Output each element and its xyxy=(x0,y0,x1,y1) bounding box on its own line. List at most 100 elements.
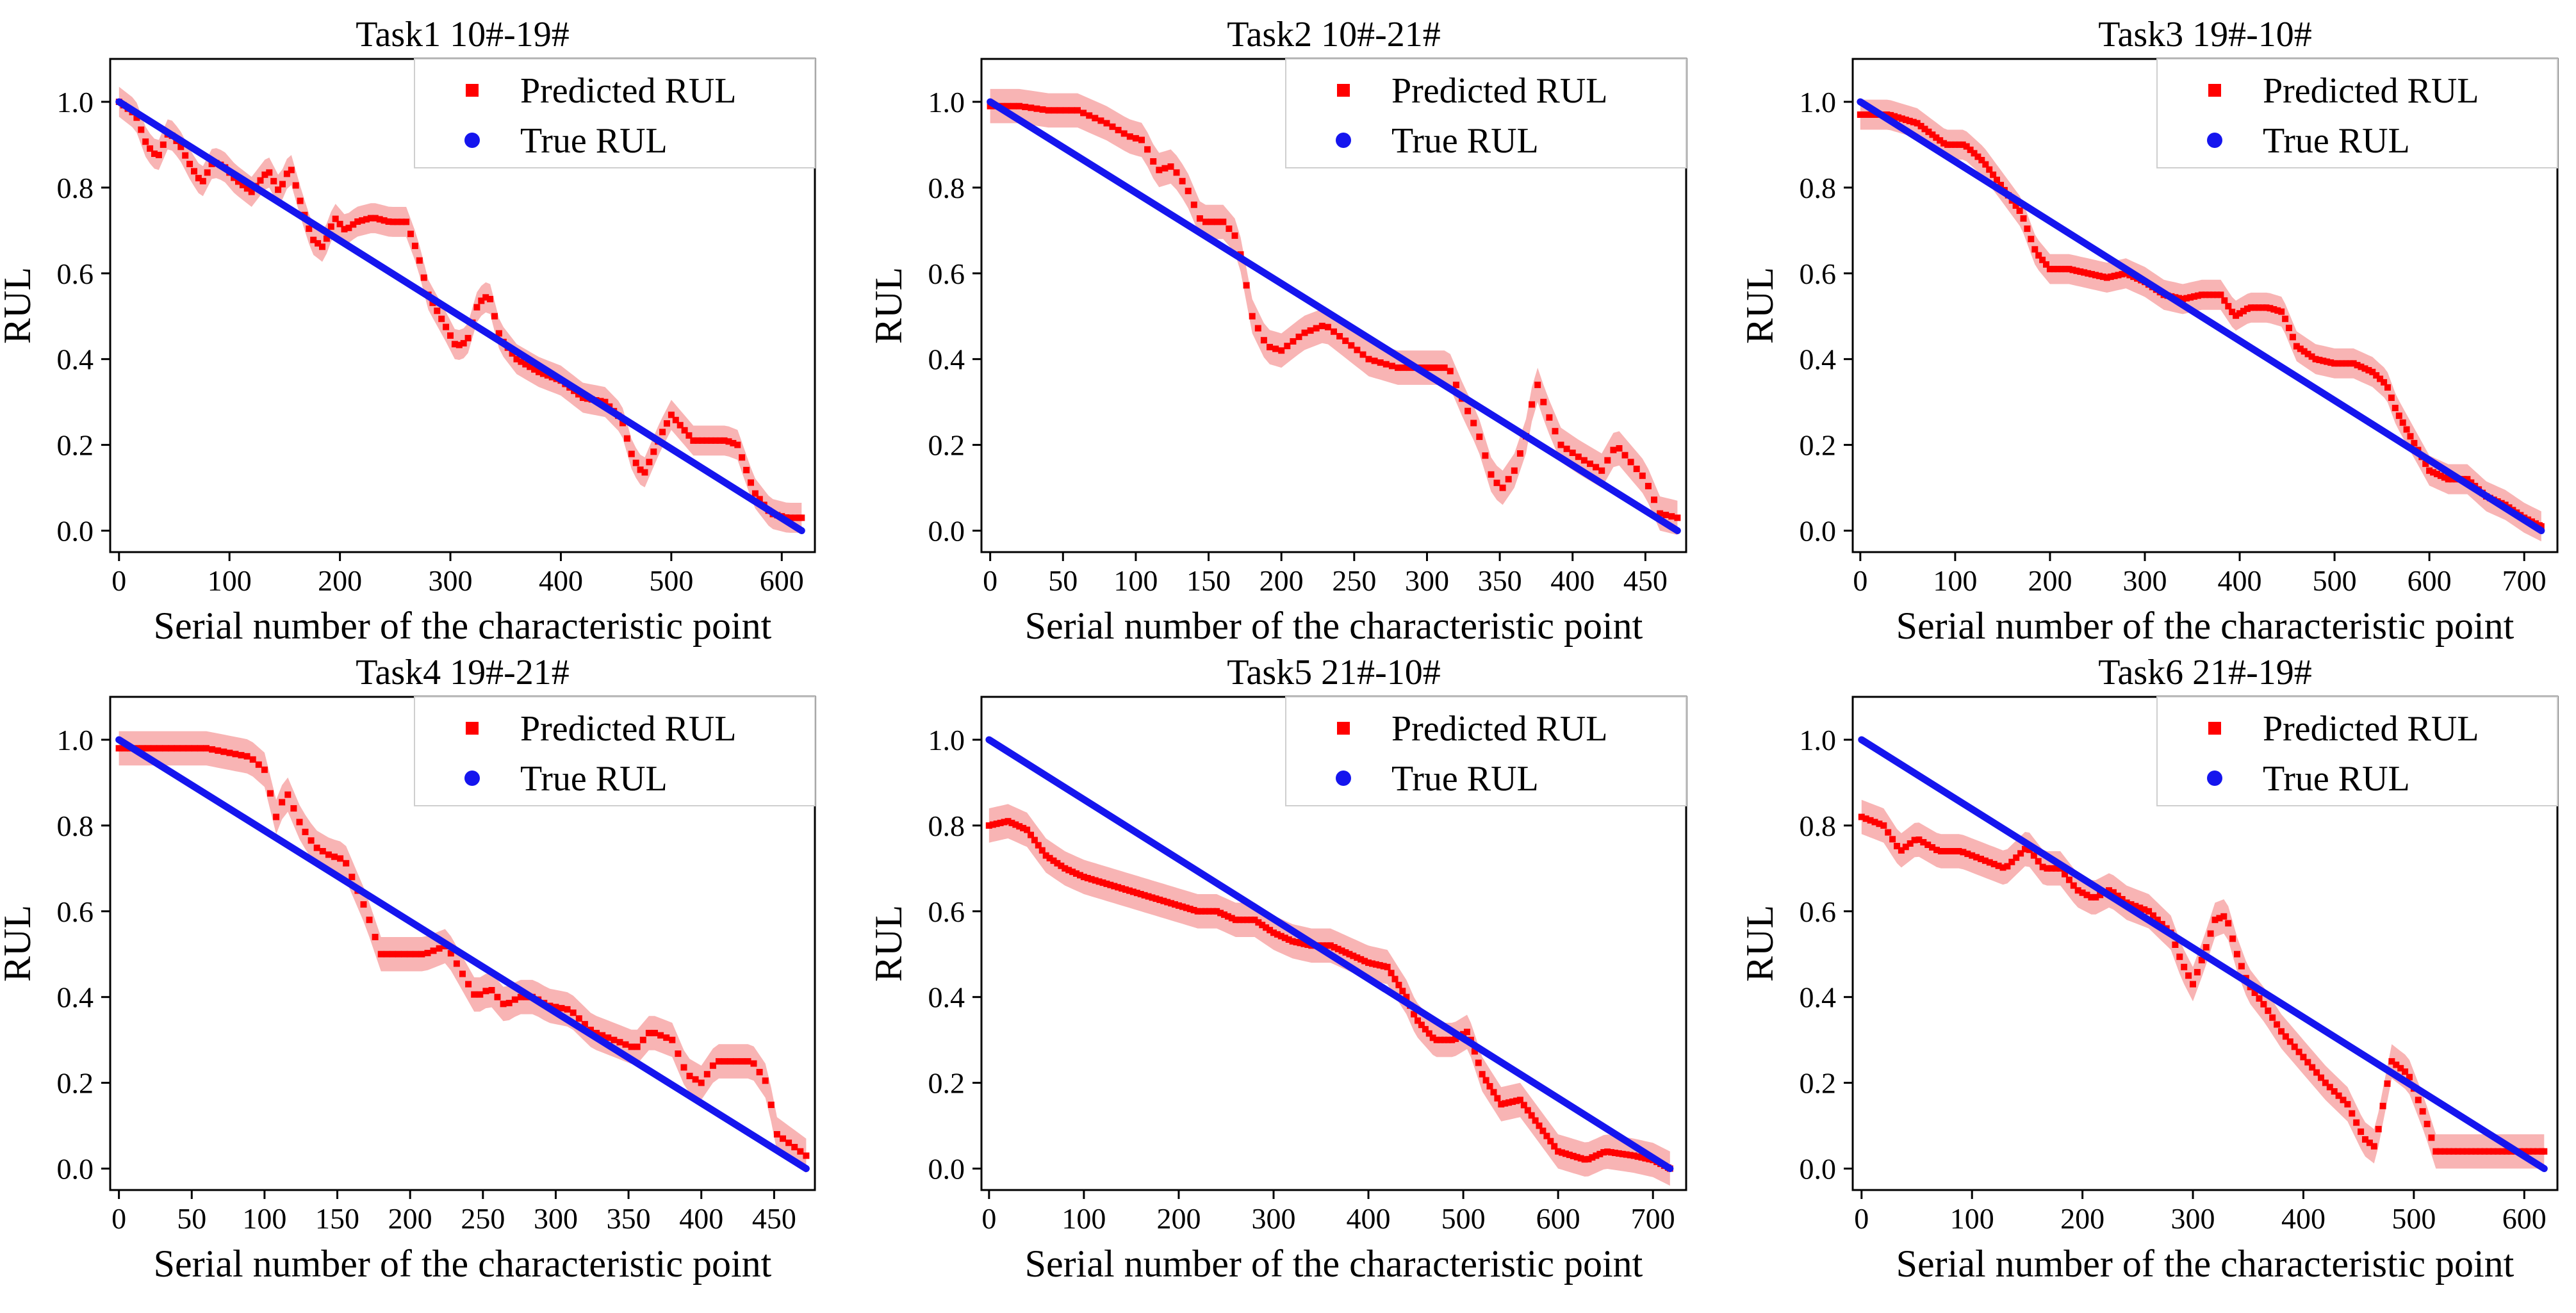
predicted-rul-point xyxy=(1529,401,1536,408)
predicted-rul-point xyxy=(2054,266,2061,273)
predicted-rul-point xyxy=(2062,870,2068,877)
predicted-rul-point xyxy=(2437,1148,2444,1155)
predicted-rul-point xyxy=(1324,323,1331,330)
predicted-rul-point xyxy=(2419,1108,2426,1115)
y-tick-label: 0.4 xyxy=(928,981,965,1014)
predicted-rul-point xyxy=(2026,846,2033,853)
predicted-rul-point xyxy=(2217,291,2224,298)
predicted-rul-point xyxy=(465,981,472,988)
predicted-rul-point xyxy=(372,215,379,222)
predicted-rul-point xyxy=(1563,1150,1569,1157)
predicted-rul-point xyxy=(734,441,741,448)
x-axis-label: Serial number of the characteristic poin… xyxy=(1896,605,2514,647)
predicted-rul-point xyxy=(2295,1048,2302,1056)
predicted-rul-point xyxy=(712,437,719,444)
predicted-rul-point xyxy=(2446,1148,2452,1155)
predicted-rul-point xyxy=(1111,883,1118,890)
predicted-rul-point xyxy=(1476,433,1483,440)
predicted-rul-point xyxy=(1651,496,1657,503)
predicted-rul-point xyxy=(1971,150,1978,157)
predicted-rul-point xyxy=(716,1058,722,1065)
predicted-rul-point xyxy=(1137,891,1144,897)
x-tick-label: 100 xyxy=(208,564,252,597)
predicted-rul-point xyxy=(1179,177,1186,184)
predicted-rul-point xyxy=(2247,304,2254,311)
predicted-rul-point xyxy=(623,435,630,442)
predicted-rul-point xyxy=(1520,1102,1527,1109)
predicted-rul-point xyxy=(650,448,657,455)
predicted-rul-point xyxy=(1990,861,1998,868)
predicted-rul-point xyxy=(2062,266,2069,273)
predicted-rul-point xyxy=(2137,904,2144,911)
predicted-rul-point xyxy=(2541,1148,2548,1155)
predicted-rul-point xyxy=(2349,1110,2356,1117)
predicted-rul-point xyxy=(1505,1099,1513,1106)
x-tick-label: 500 xyxy=(1441,1202,1486,1235)
predicted-rul-point xyxy=(1039,106,1046,113)
predicted-rul-point xyxy=(2172,942,2179,948)
predicted-rul-point xyxy=(1482,452,1489,459)
y-tick-label: 1.0 xyxy=(928,86,965,118)
predicted-rul-point xyxy=(1320,942,1326,949)
predicted-rul-point xyxy=(1365,959,1372,966)
predicted-rul-point xyxy=(1616,445,1623,452)
predicted-rul-point xyxy=(2304,1059,2311,1066)
predicted-rul-point xyxy=(1038,847,1046,854)
legend: Predicted RUL True RUL xyxy=(1285,58,1687,168)
predicted-rul-point xyxy=(2318,1074,2324,1081)
predicted-rul-point xyxy=(1046,854,1053,861)
predicted-rul-point xyxy=(2206,291,2213,298)
predicted-rul-point xyxy=(325,851,332,858)
predicted-rul-point xyxy=(1318,322,1325,329)
predicted-rul-point xyxy=(2114,892,2121,899)
predicted-rul-point xyxy=(1475,1059,1482,1066)
predicted-rul-point xyxy=(323,235,330,242)
predicted-rul-point xyxy=(2024,225,2031,232)
predicted-rul-point xyxy=(2240,307,2247,314)
predicted-rul-point xyxy=(1982,161,1989,168)
predicted-rul-point xyxy=(1033,105,1040,112)
predicted-rul-point xyxy=(2096,272,2103,279)
chart-panel-5: Task5 21#-10# 0 100 200 300 400 500 600 700 0.0 0.… xyxy=(867,653,1687,1285)
predicted-rul-point xyxy=(1973,854,1980,861)
predicted-rul-point xyxy=(664,420,670,427)
predicted-rul-point xyxy=(204,169,211,176)
predicted-rul-point xyxy=(2490,1148,2497,1155)
predicted-rul-point xyxy=(2035,858,2042,865)
predicted-rul-point xyxy=(1871,819,1878,826)
predicted-rul-point xyxy=(1249,313,1256,320)
predicted-rul-point xyxy=(1145,893,1152,900)
predicted-rul-point xyxy=(2004,863,2011,870)
predicted-rul-point xyxy=(121,745,128,752)
predicted-rul-point xyxy=(1505,476,1512,483)
predicted-rul-point xyxy=(536,368,542,375)
predicted-rul-point xyxy=(727,1058,734,1065)
predicted-rul-point xyxy=(1969,852,1976,859)
predicted-rul-point xyxy=(581,1021,588,1028)
predicted-rul-point xyxy=(1126,887,1133,894)
predicted-rul-point xyxy=(1161,165,1169,172)
predicted-rul-point xyxy=(1365,355,1372,363)
predicted-rul-point xyxy=(1608,1149,1614,1156)
x-tick-label: 100 xyxy=(1950,1202,1994,1235)
predicted-rul-point xyxy=(1247,917,1254,924)
predicted-rul-point xyxy=(1016,102,1023,110)
predicted-rul-point xyxy=(1097,117,1104,124)
predicted-rul-point xyxy=(2379,1102,2386,1109)
predicted-rul-point xyxy=(2274,307,2281,314)
predicted-rul-point xyxy=(1942,848,1949,854)
predicted-rul-point xyxy=(1369,960,1375,967)
predicted-rul-point xyxy=(1020,824,1027,831)
predicted-rul-point xyxy=(1464,407,1472,414)
predicted-rul-point xyxy=(232,751,239,758)
predicted-rul-point xyxy=(2073,267,2080,274)
predicted-rul-point xyxy=(1272,345,1279,352)
predicted-rul-point xyxy=(1069,869,1076,876)
predicted-rul-point xyxy=(703,1071,710,1078)
x-axis-label: Serial number of the characteristic poin… xyxy=(154,605,772,647)
predicted-rul-point xyxy=(182,152,189,159)
predicted-rul-point xyxy=(447,332,454,339)
legend-true-marker xyxy=(464,133,480,148)
predicted-rul-point xyxy=(2194,968,2201,975)
predicted-rul-point xyxy=(2065,266,2072,273)
